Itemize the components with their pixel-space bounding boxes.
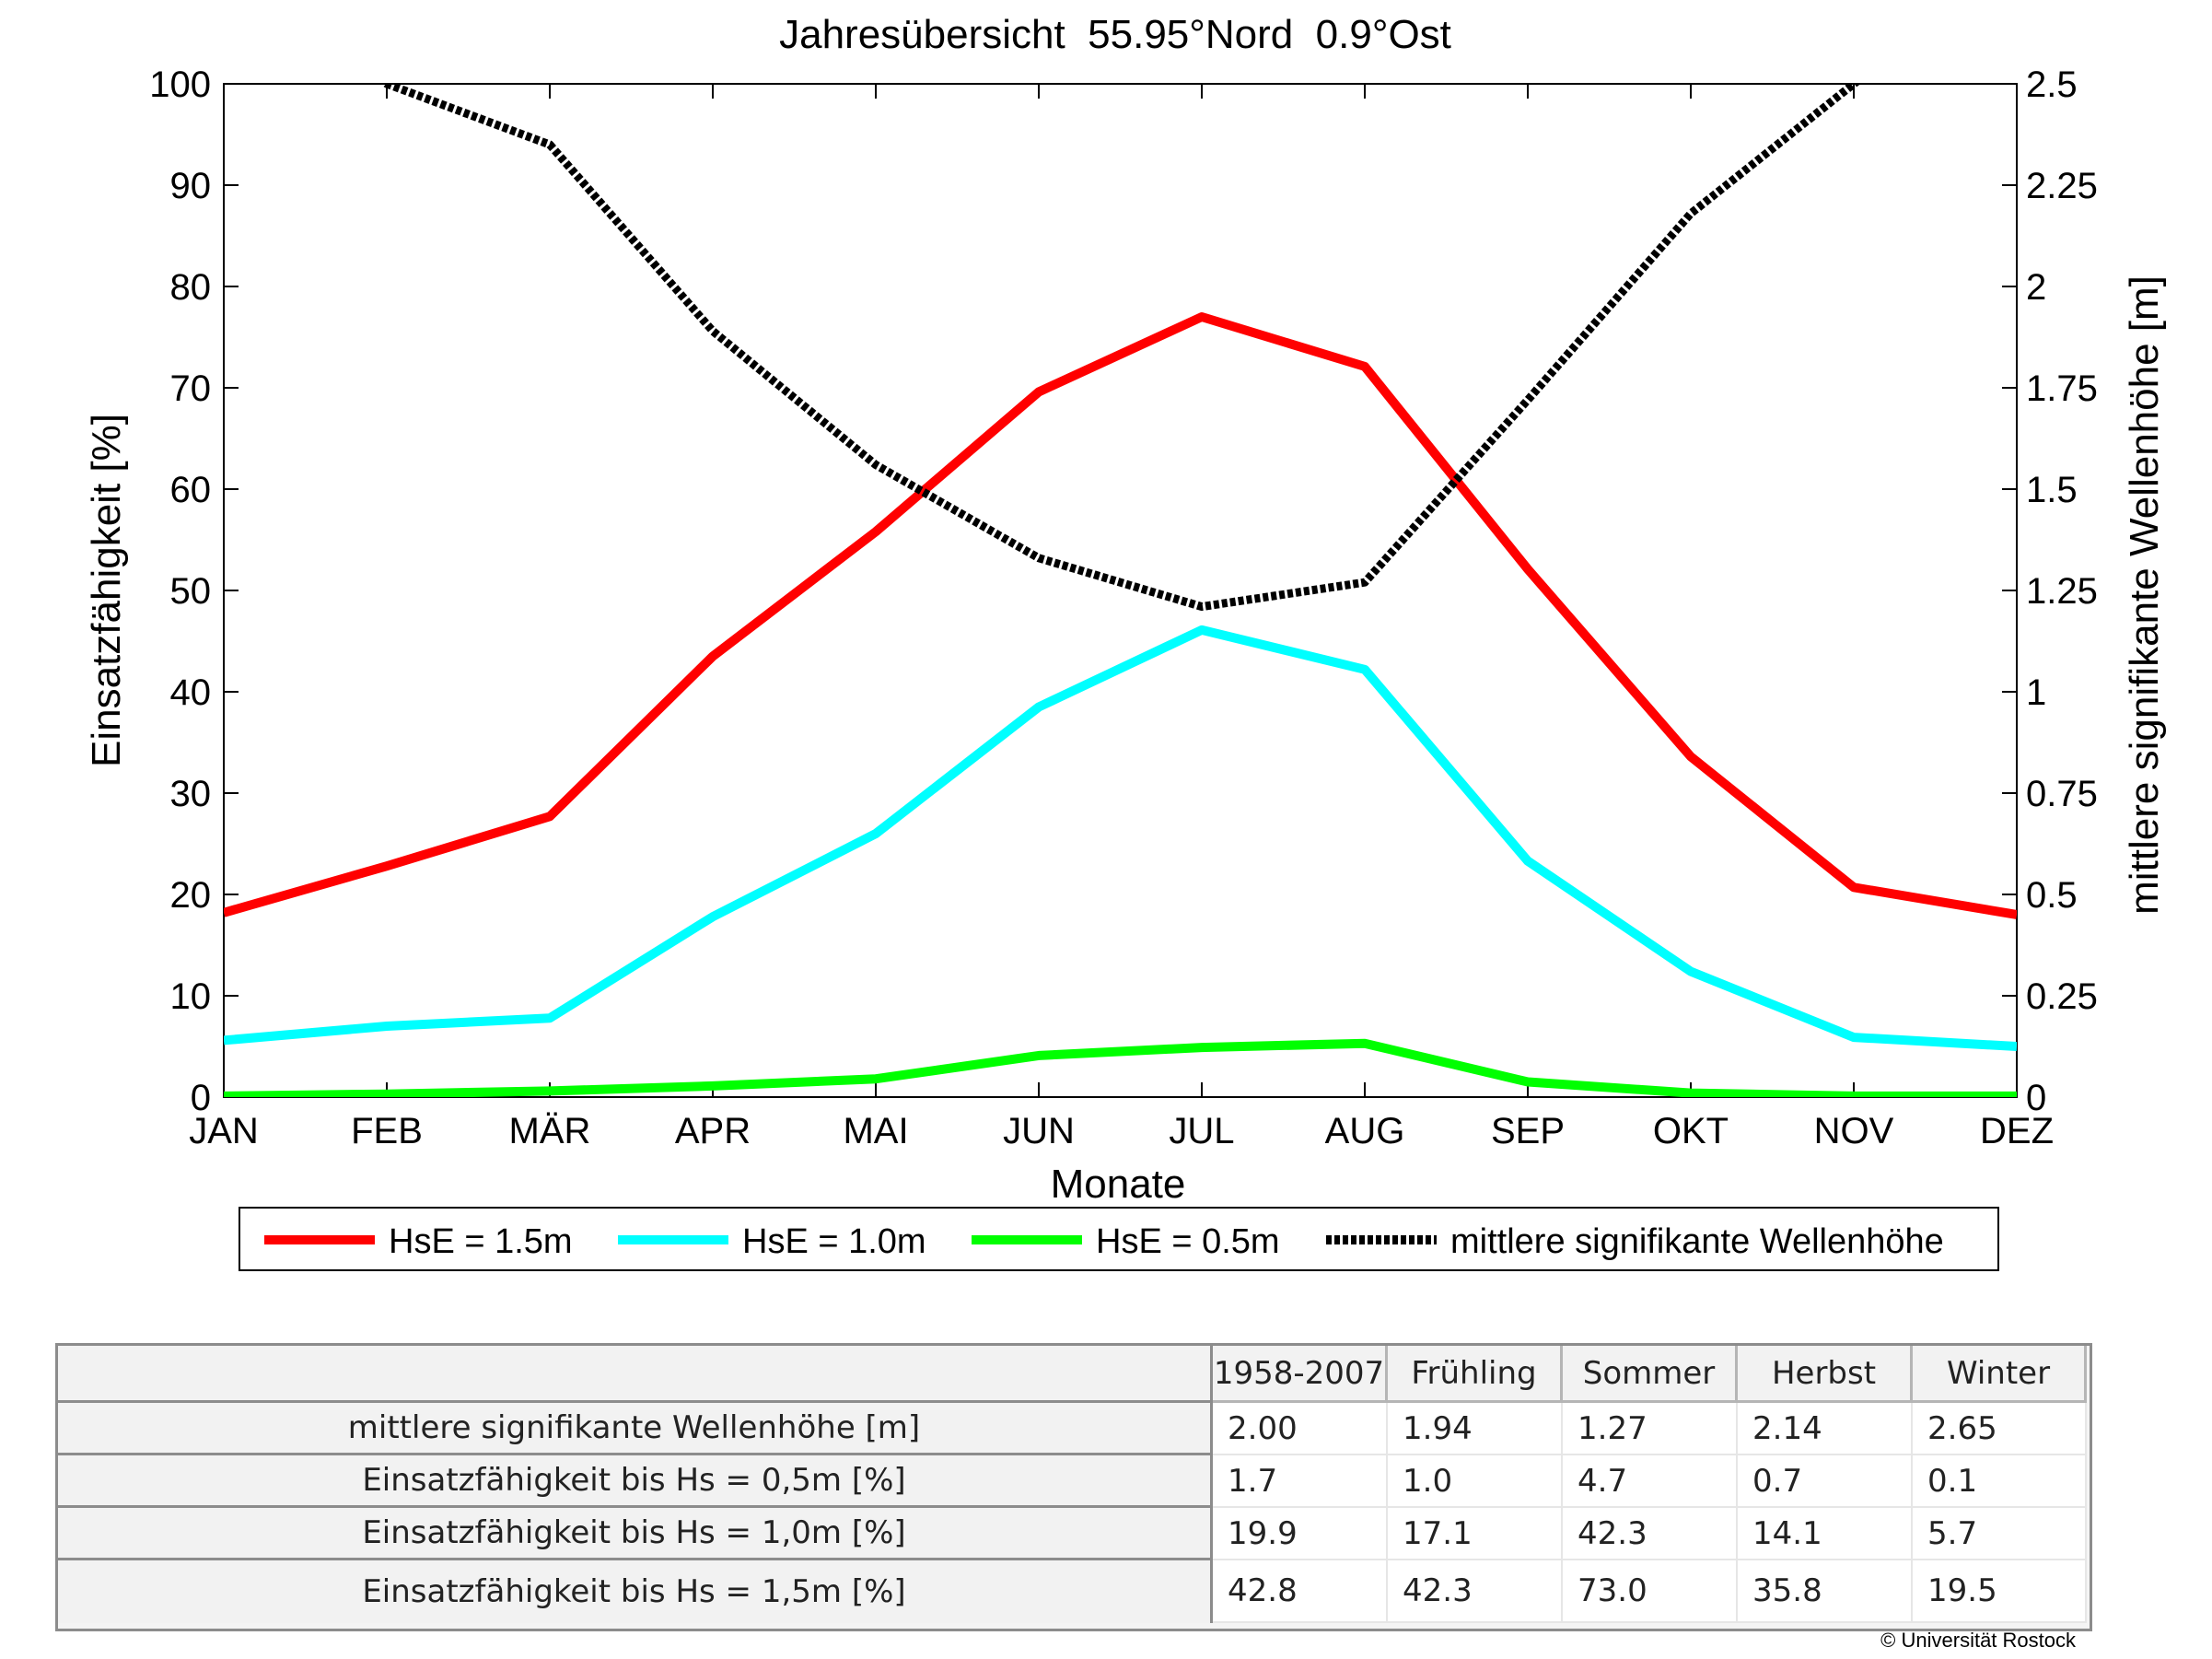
x-tick-label: MAI bbox=[843, 1111, 908, 1151]
x-tick-label: JUL bbox=[1169, 1111, 1234, 1151]
y2-tick-label: 1.25 bbox=[2026, 571, 2098, 612]
value-cell: 1.7 bbox=[1213, 1455, 1388, 1508]
y2-tick-label: 1.75 bbox=[2026, 368, 2098, 409]
y2-tick-label: 0.5 bbox=[2026, 875, 2078, 916]
series-line-hse-0-5 bbox=[224, 1038, 2017, 1097]
x-tick-label: APR bbox=[675, 1111, 751, 1151]
y2-tick-label: 1 bbox=[2026, 672, 2046, 713]
column-header-winter: Winter bbox=[1913, 1346, 2087, 1403]
legend-label-wave-height: mittlere signifikante Wellenhöhe bbox=[1450, 1222, 1944, 1261]
value-cell: 0.1 bbox=[1913, 1455, 2087, 1508]
y-tick-label: 70 bbox=[170, 368, 212, 409]
series-line-wave-height bbox=[380, 84, 1861, 612]
stats-row-hs-1-0: Einsatzfähigkeit bis Hs = 1,0m [%] 19.9 … bbox=[58, 1508, 2090, 1560]
y-tick-label: 50 bbox=[170, 571, 212, 612]
stats-table: 1958-2007 Frühling Sommer Herbst Winter … bbox=[55, 1343, 2092, 1631]
value-cell: 19.5 bbox=[1913, 1560, 2087, 1623]
y-tick-label: 10 bbox=[170, 976, 212, 1017]
legend-label-hse-1-0: HsE = 1.0m bbox=[742, 1222, 926, 1261]
y-tick-label: 30 bbox=[170, 774, 212, 814]
x-tick-label: SEP bbox=[1491, 1111, 1565, 1151]
stats-header-empty-cell bbox=[58, 1346, 1213, 1403]
series-line-hse-1-5 bbox=[224, 312, 2017, 919]
column-header-autumn: Herbst bbox=[1738, 1346, 1913, 1403]
y2-tick-label: 0.25 bbox=[2026, 976, 2098, 1017]
y-tick-label: 20 bbox=[170, 875, 212, 916]
chart-title: Jahresübersicht 55.95°Nord 0.9°Ost bbox=[779, 12, 1451, 57]
stats-row-hs-0-5: Einsatzfähigkeit bis Hs = 0,5m [%] 1.7 1… bbox=[58, 1455, 2090, 1508]
value-cell: 2.65 bbox=[1913, 1403, 2087, 1455]
value-cell: 4.7 bbox=[1563, 1455, 1738, 1508]
y-tick-label: 60 bbox=[170, 470, 212, 510]
copyright-notice: © Universität Rostock bbox=[1880, 1629, 2076, 1652]
x-tick-label: OKT bbox=[1653, 1111, 1729, 1151]
x-tick-label: JUN bbox=[1003, 1111, 1075, 1151]
value-cell: 35.8 bbox=[1738, 1560, 1913, 1623]
value-cell: 42.8 bbox=[1213, 1560, 1388, 1623]
value-cell: 17.1 bbox=[1388, 1508, 1563, 1560]
row-label: Einsatzfähigkeit bis Hs = 1,5m [%] bbox=[58, 1560, 1213, 1623]
y2-tick-label: 2.5 bbox=[2026, 64, 2078, 105]
value-cell: 5.7 bbox=[1913, 1508, 2087, 1560]
x-tick-label: DEZ bbox=[1980, 1111, 2054, 1151]
x-tick-label: JAN bbox=[189, 1111, 259, 1151]
column-header-period: 1958-2007 bbox=[1213, 1346, 1388, 1403]
value-cell: 1.94 bbox=[1388, 1403, 1563, 1455]
y2-axis-label: mittlere signifikante Wellenhöhe [m] bbox=[2122, 275, 2167, 915]
x-tick-label: NOV bbox=[1814, 1111, 1894, 1151]
x-tick-label: MÄR bbox=[509, 1111, 591, 1151]
value-cell: 42.3 bbox=[1388, 1560, 1563, 1623]
legend-label-hse-1-5: HsE = 1.5m bbox=[389, 1222, 573, 1261]
y-tick-label: 0 bbox=[191, 1078, 211, 1118]
y2-tick-label: 2 bbox=[2026, 267, 2046, 308]
row-label: mittlere signifikante Wellenhöhe [m] bbox=[58, 1403, 1213, 1455]
plot-area bbox=[223, 83, 2018, 1098]
annual-overview-chart: Jahresübersicht 55.95°Nord 0.9°Ost JAN FE… bbox=[84, 12, 2167, 1271]
y-tick-label: 40 bbox=[170, 672, 212, 713]
stats-header-row: 1958-2007 Frühling Sommer Herbst Winter bbox=[58, 1346, 2090, 1403]
value-cell: 2.00 bbox=[1213, 1403, 1388, 1455]
column-header-spring: Frühling bbox=[1388, 1346, 1563, 1403]
value-cell: 1.0 bbox=[1388, 1455, 1563, 1508]
x-tick-label: AUG bbox=[1325, 1111, 1405, 1151]
stats-row-wave-height: mittlere signifikante Wellenhöhe [m] 2.0… bbox=[58, 1403, 2090, 1455]
legend-label-hse-0-5: HsE = 0.5m bbox=[1096, 1222, 1280, 1261]
value-cell: 14.1 bbox=[1738, 1508, 1913, 1560]
y-tick-label: 100 bbox=[149, 64, 211, 105]
legend: HsE = 1.5m HsE = 1.0m HsE = 0.5m mittler… bbox=[239, 1207, 1999, 1271]
value-cell: 73.0 bbox=[1563, 1560, 1738, 1623]
value-cell: 2.14 bbox=[1738, 1403, 1913, 1455]
y2-tick-label: 0 bbox=[2026, 1078, 2046, 1118]
y2-tick-label: 0.75 bbox=[2026, 774, 2098, 814]
series-line-hse-1-0 bbox=[224, 625, 2017, 1051]
column-header-summer: Sommer bbox=[1563, 1346, 1738, 1403]
x-axis-label: Monate bbox=[1051, 1162, 1186, 1207]
value-cell: 1.27 bbox=[1563, 1403, 1738, 1455]
value-cell: 19.9 bbox=[1213, 1508, 1388, 1560]
row-label: Einsatzfähigkeit bis Hs = 0,5m [%] bbox=[58, 1455, 1213, 1508]
legend-box bbox=[239, 1207, 1999, 1271]
y-tick-label: 90 bbox=[170, 166, 212, 206]
value-cell: 0.7 bbox=[1738, 1455, 1913, 1508]
value-cell: 42.3 bbox=[1563, 1508, 1738, 1560]
y-tick-label: 80 bbox=[170, 267, 212, 308]
row-label: Einsatzfähigkeit bis Hs = 1,0m [%] bbox=[58, 1508, 1213, 1560]
x-tick-label: FEB bbox=[351, 1111, 423, 1151]
y2-tick-label: 2.25 bbox=[2026, 166, 2098, 206]
stats-row-hs-1-5: Einsatzfähigkeit bis Hs = 1,5m [%] 42.8 … bbox=[58, 1560, 2090, 1623]
y-axis-label: Einsatzfähigkeit [%] bbox=[84, 414, 129, 767]
y2-tick-label: 1.5 bbox=[2026, 470, 2078, 510]
